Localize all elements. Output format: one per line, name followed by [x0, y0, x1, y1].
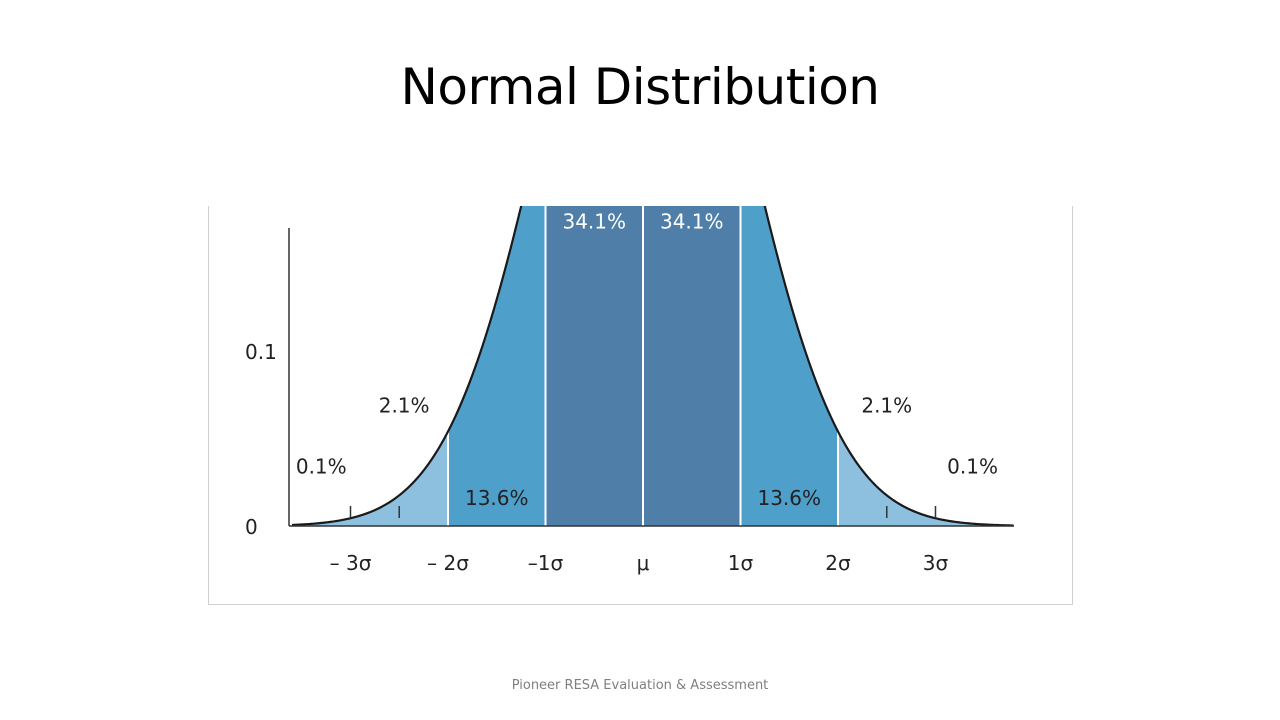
x-tick-label: – 2σ — [427, 551, 469, 575]
slide-title: Normal Distribution — [400, 58, 880, 116]
x-tick-label: 3σ — [923, 551, 949, 575]
region-label: 13.6% — [757, 486, 821, 510]
region-area-1 — [545, 206, 643, 526]
chart-frame: 00.10.20.30.4– 3σ– 2σ–1σμ1σ2σ3σ13.6%34.1… — [208, 206, 1073, 605]
x-tick-label: –1σ — [528, 551, 564, 575]
region-label: 34.1% — [660, 210, 724, 234]
x-tick-label: 1σ — [728, 551, 754, 575]
region-label: 13.6% — [465, 486, 529, 510]
region-label: 2.1% — [379, 393, 430, 417]
region-area-6 — [292, 518, 351, 526]
density-curve — [291, 206, 1014, 527]
x-tick-label: 2σ — [825, 551, 851, 575]
region-area-4 — [350, 431, 448, 526]
region-area-0 — [448, 206, 546, 526]
x-tick-label: μ — [637, 551, 650, 575]
region-area-3 — [740, 206, 838, 526]
normal-distribution-chart: 00.10.20.30.4– 3σ– 2σ–1σμ1σ2σ3σ13.6%34.1… — [245, 206, 1014, 575]
slide-footer: Pioneer RESA Evaluation & Assessment — [511, 678, 769, 693]
y-tick-label: 0 — [245, 515, 258, 539]
region-label: 34.1% — [562, 210, 626, 234]
x-tick-label: – 3σ — [330, 551, 372, 575]
region-area-5 — [838, 431, 936, 526]
region-label: 2.1% — [861, 393, 912, 417]
region-label: 0.1% — [947, 455, 998, 479]
region-area-2 — [643, 206, 741, 526]
region-label: 0.1% — [296, 455, 347, 479]
y-tick-label: 0.1 — [245, 340, 277, 364]
region-area-7 — [935, 518, 1014, 526]
